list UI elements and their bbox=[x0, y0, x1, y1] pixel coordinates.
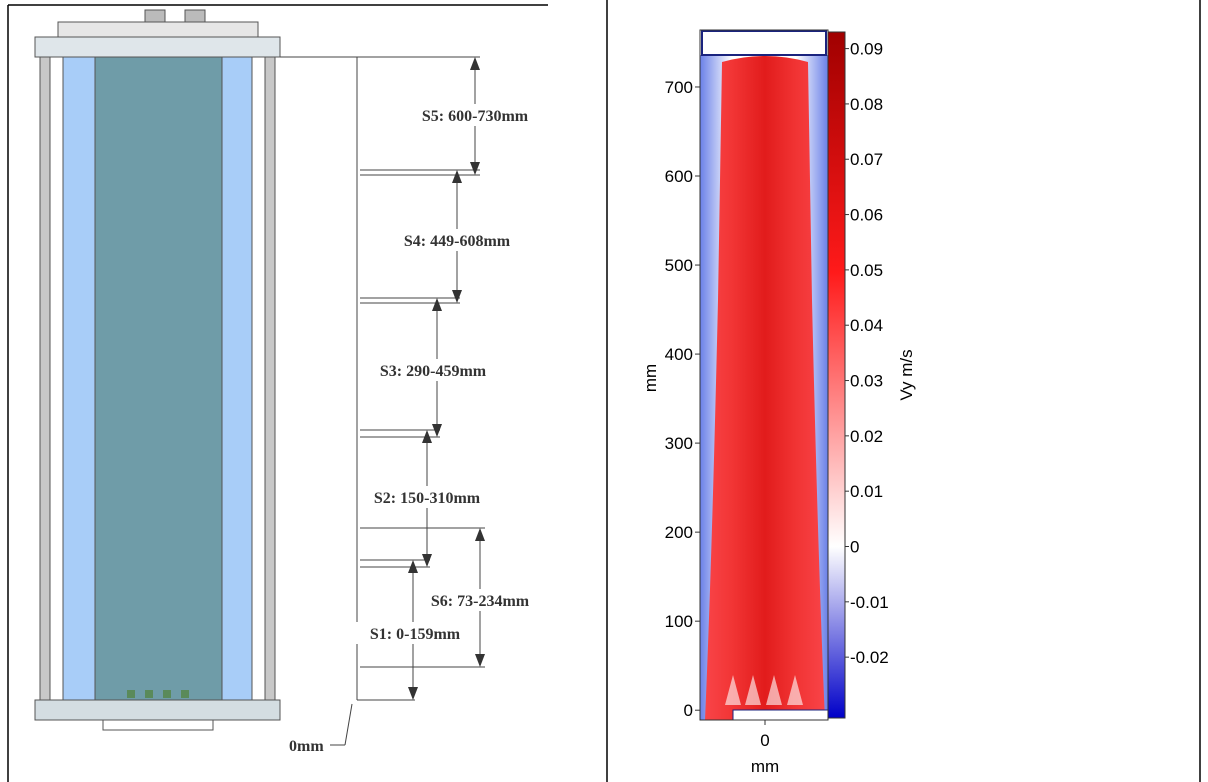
colorbar-tick-label: 0.04 bbox=[850, 316, 883, 335]
colorbar-tick-label: 0.01 bbox=[850, 482, 883, 501]
y-tick-label: 700 bbox=[665, 78, 693, 97]
colorbar-tick-label: -0.01 bbox=[850, 593, 889, 612]
colorbar-tick-label: 0.08 bbox=[850, 95, 883, 114]
colorbar-tick-label: 0.05 bbox=[850, 261, 883, 280]
colorbar-label: Vy m/s bbox=[897, 349, 916, 400]
table-border bbox=[7, 0, 1201, 782]
colorbar-tick-label: 0.06 bbox=[850, 206, 883, 225]
colorbar-tick-label: -0.02 bbox=[850, 648, 889, 667]
velocity-field bbox=[699, 29, 846, 721]
section-label: S2: 150-310mm bbox=[374, 490, 481, 507]
colorbar-tick-label: 0.07 bbox=[850, 150, 883, 169]
colorbar-tick-label: 0.09 bbox=[850, 40, 883, 59]
y-tick-label: 0 bbox=[684, 701, 693, 720]
y-tick-label: 500 bbox=[665, 256, 693, 275]
section-label: S1: 0-159mm bbox=[370, 626, 461, 643]
section-label: S3: 290-459mm bbox=[380, 363, 487, 380]
section-label: S5: 600-730mm bbox=[422, 108, 529, 125]
y-tick-label: 600 bbox=[665, 167, 693, 186]
column-drawing bbox=[34, 9, 358, 731]
x-axis-label: mm bbox=[751, 757, 779, 776]
base-label: 0mm bbox=[289, 738, 324, 755]
y-tick-label: 200 bbox=[665, 523, 693, 542]
colorbar-tick-label: 0 bbox=[850, 538, 859, 557]
y-tick-label: 400 bbox=[665, 345, 693, 364]
y-tick-label: 300 bbox=[665, 434, 693, 453]
x-tick-label: 0 bbox=[760, 731, 769, 750]
colorbar-tick-label: 0.02 bbox=[850, 427, 883, 446]
colorbar-tick-label: 0.03 bbox=[850, 372, 883, 391]
section-label: S4: 449-608mm bbox=[404, 233, 511, 250]
colorbar bbox=[827, 31, 846, 719]
y-tick-label: 100 bbox=[665, 612, 693, 631]
section-label: S6: 73-234mm bbox=[431, 593, 530, 610]
arrowheads bbox=[408, 57, 485, 700]
y-axis-label: mm bbox=[641, 364, 660, 392]
